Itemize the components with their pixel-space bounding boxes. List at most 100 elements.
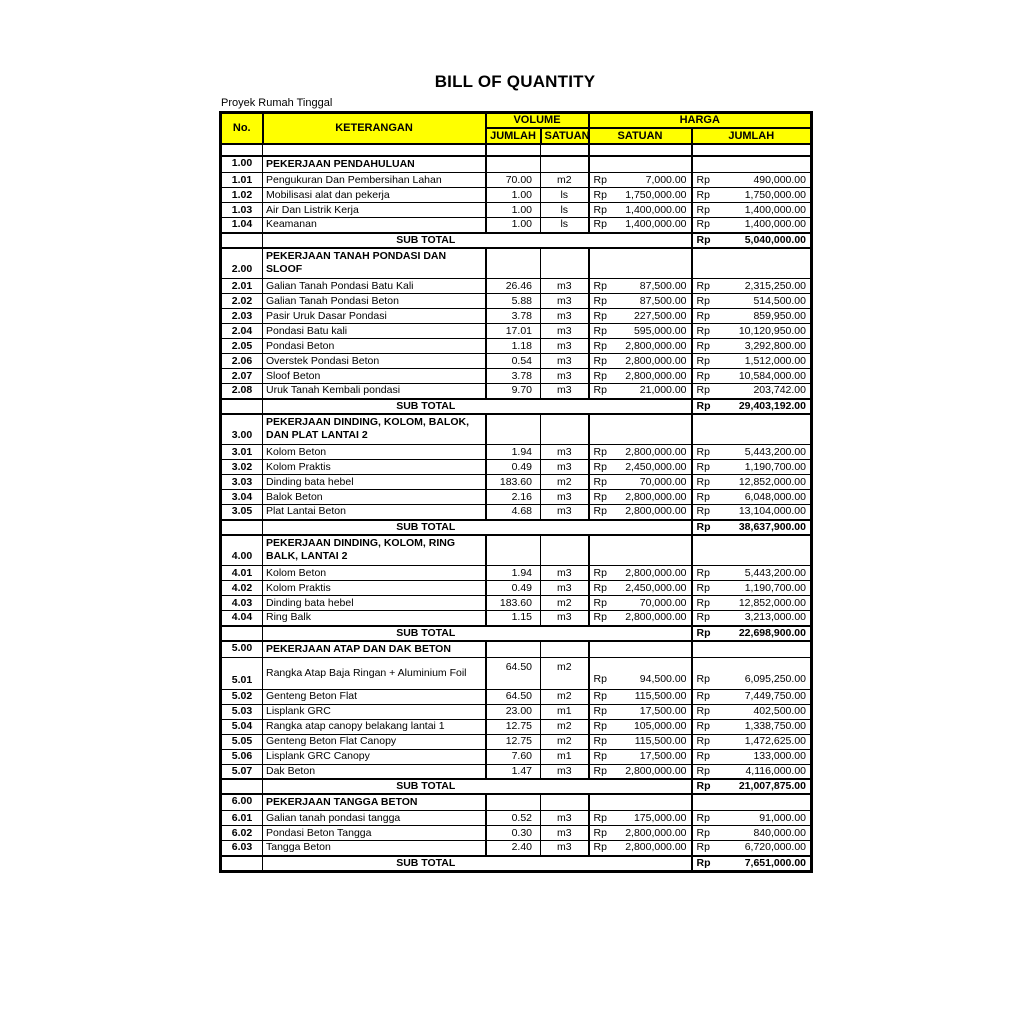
- item-harga-jumlah-value: Rp 5,443,200.00: [696, 567, 808, 580]
- boq-table-body: 1.00 PEKERJAAN PENDAHULUAN 1.01 Pengukuran …: [220, 143, 812, 872]
- currency-label: Rp: [593, 611, 607, 624]
- currency-label: Rp: [593, 384, 607, 397]
- item-harga-satuan: Rp 115,500.00: [588, 688, 693, 705]
- item-no: 6.01: [220, 810, 263, 826]
- item-desc: Air Dan Listrik Kerja: [262, 202, 487, 218]
- amount-value: 514,500.00: [753, 294, 806, 307]
- item-harga-satuan-value: Rp 2,800,000.00: [593, 827, 688, 840]
- item-row-3.05: 3.05 Plat Lantai Beton 4.68 m3 Rp 2,800,000.0…: [220, 504, 812, 520]
- item-satuan: m3: [540, 504, 590, 520]
- item-no: 5.03: [220, 703, 263, 720]
- item-desc: Dinding bata hebel: [262, 595, 487, 611]
- currency-label: Rp: [593, 672, 607, 685]
- item-no: 2.07: [220, 368, 263, 384]
- item-jumlah: 70.00: [485, 172, 541, 188]
- item-row-3.03: 3.03 Dinding bata hebel 183.60 m2 Rp 70,000.0…: [220, 474, 812, 490]
- item-harga-satuan-value: Rp 2,800,000.00: [593, 340, 688, 353]
- item-satuan: m3: [540, 489, 590, 505]
- item-harga-satuan-value: Rp 70,000.00: [593, 597, 688, 610]
- item-harga-satuan-value: Rp 175,000.00: [593, 812, 688, 825]
- currency-label: Rp: [593, 294, 607, 307]
- section-harga-satuan-empty: [588, 413, 693, 445]
- item-harga-jumlah-value: Rp 13,104,000.00: [696, 506, 808, 519]
- item-desc: Overstek Pondasi Beton: [262, 353, 487, 369]
- item-row-1.02: 1.02 Mobilisasi alat dan pekerja 1.00 ls Rp 1…: [220, 187, 812, 203]
- item-satuan: m3: [540, 368, 590, 384]
- subtotal-label: SUB TOTAL: [262, 518, 589, 536]
- spacer-no: [220, 143, 263, 157]
- item-no: 2.02: [220, 293, 263, 309]
- amount-value: 2,450,000.00: [625, 581, 687, 594]
- item-harga-jumlah-value: Rp 91,000.00: [696, 812, 808, 825]
- amount-value: 1,400,000.00: [744, 218, 806, 231]
- item-jumlah: 7.60: [485, 748, 541, 765]
- item-harga-satuan: Rp 70,000.00: [588, 595, 693, 611]
- item-harga-satuan-value: Rp 105,000.00: [593, 720, 688, 733]
- section-row-1.00: 1.00 PEKERJAAN PENDAHULUAN: [220, 155, 812, 173]
- amount-value: 1,190,700.00: [744, 460, 806, 473]
- subtotal-amount-value: Rp 38,637,900.00: [696, 522, 808, 533]
- item-satuan: m3: [540, 580, 590, 596]
- item-satuan: m3: [540, 810, 590, 826]
- section-harga-jumlah-empty: [691, 534, 812, 566]
- section-harga-satuan-empty: [588, 155, 693, 173]
- section-name: PEKERJAAN ATAP DAN DAK BETON: [262, 640, 487, 658]
- currency-label: Rp: [696, 309, 710, 322]
- item-desc: Genteng Beton Flat Canopy: [262, 733, 487, 750]
- subtotal-amount: Rp 7,651,000.00: [691, 854, 812, 872]
- currency-label: Rp: [593, 173, 607, 186]
- item-harga-jumlah-value: Rp 6,095,250.00: [696, 673, 808, 686]
- item-desc: Tangga Beton: [262, 840, 487, 856]
- item-harga-jumlah: Rp 10,120,950.00: [691, 323, 812, 339]
- item-no: 3.03: [220, 474, 263, 490]
- item-desc: Dak Beton: [262, 763, 487, 780]
- item-satuan: m2: [540, 733, 590, 750]
- item-harga-jumlah: Rp 2,315,250.00: [691, 278, 812, 294]
- section-no: 1.00: [220, 155, 263, 173]
- subtotal-amount: Rp 29,403,192.00: [691, 397, 812, 415]
- amount-value: 10,120,950.00: [738, 324, 806, 337]
- item-harga-jumlah: Rp 4,116,000.00: [691, 763, 812, 780]
- item-harga-jumlah: Rp 1,512,000.00: [691, 353, 812, 369]
- currency-label: Rp: [593, 690, 607, 702]
- subtotal-no-empty: [220, 778, 263, 795]
- item-jumlah: 3.78: [485, 368, 541, 384]
- item-row-4.02: 4.02 Kolom Praktis 0.49 m3 Rp 2,450,000.00 Rp 1…: [220, 580, 812, 596]
- item-harga-satuan-value: Rp 115,500.00: [593, 690, 688, 703]
- spacer-desc: [262, 143, 487, 157]
- currency-label: Rp: [593, 490, 607, 503]
- section-harga-jumlah-empty: [691, 793, 812, 811]
- item-satuan: m3: [540, 840, 590, 856]
- header-harga-jumlah: JUMLAH: [690, 127, 813, 145]
- item-row-6.01: 6.01 Galian tanah pondasi tangga 0.52 m3 Rp 1…: [220, 810, 812, 826]
- currency-label: Rp: [696, 811, 710, 824]
- item-harga-jumlah-value: Rp 12,852,000.00: [696, 476, 808, 489]
- section-jumlah-empty: [485, 413, 541, 445]
- item-harga-satuan-value: Rp 21,000.00: [593, 384, 688, 398]
- item-harga-jumlah: Rp 1,400,000.00: [691, 217, 812, 233]
- subtotal-amount-value: Rp 29,403,192.00: [696, 401, 808, 412]
- amount-value: 6,720,000.00: [744, 841, 806, 854]
- amount-value: 402,500.00: [753, 705, 806, 717]
- item-desc: Rangka atap canopy belakang lantai 1: [262, 718, 487, 735]
- item-jumlah: 3.78: [485, 308, 541, 324]
- currency-label: Rp: [696, 173, 710, 186]
- amount-value: 3,213,000.00: [744, 611, 806, 624]
- amount-value: 6,048,000.00: [744, 490, 806, 503]
- currency-label: Rp: [593, 445, 607, 458]
- item-harga-jumlah: Rp 490,000.00: [691, 172, 812, 188]
- item-harga-jumlah-value: Rp 1,400,000.00: [696, 218, 808, 232]
- item-harga-jumlah: Rp 133,000.00: [691, 748, 812, 765]
- amount-value: 2,800,000.00: [625, 841, 687, 854]
- item-harga-jumlah: Rp 91,000.00: [691, 810, 812, 826]
- item-harga-jumlah: Rp 3,292,800.00: [691, 338, 812, 354]
- amount-value: 115,500.00: [634, 735, 687, 747]
- item-satuan: m1: [540, 703, 590, 720]
- subtotal-row-6.00: SUB TOTAL Rp 7,651,000.00: [220, 854, 812, 872]
- item-harga-satuan-value: Rp 115,500.00: [593, 735, 688, 748]
- item-no: 5.02: [220, 688, 263, 705]
- header-keterangan: KETERANGAN: [261, 111, 487, 145]
- item-desc: Galian Tanah Pondasi Batu Kali: [262, 278, 487, 294]
- item-satuan: m3: [540, 763, 590, 780]
- item-jumlah: 17.01: [485, 323, 541, 339]
